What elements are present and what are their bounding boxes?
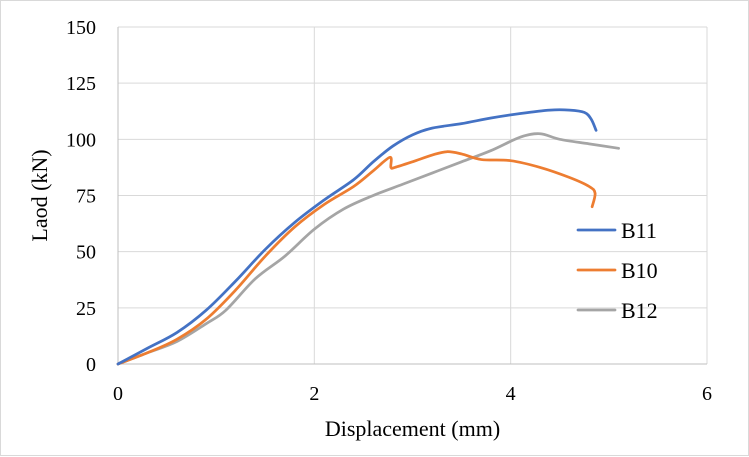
y-tick-label: 75 — [76, 186, 96, 208]
y-tick-label: 0 — [86, 354, 96, 376]
series-lines — [116, 108, 621, 366]
tick-labels: 0 25 50 75 100 125 150 0 2 4 6 — [66, 17, 712, 405]
legend: B11 B10 B12 — [576, 218, 658, 323]
legend-label-b12: B12 — [621, 298, 658, 323]
x-tick-label: 0 — [113, 383, 123, 405]
legend-label-b11: B11 — [621, 218, 657, 243]
gridlines — [118, 26, 708, 364]
y-tick-label: 150 — [66, 17, 96, 39]
series-line-b10 — [116, 150, 597, 366]
y-tick-label: 100 — [66, 129, 96, 151]
series-line-b11 — [116, 108, 598, 366]
y-tick-label: 125 — [66, 73, 96, 95]
legend-label-b10: B10 — [621, 258, 658, 283]
y-tick-label: 50 — [76, 242, 96, 264]
x-tick-label: 4 — [506, 383, 516, 405]
x-tick-label: 2 — [309, 383, 319, 405]
x-tick-label: 6 — [702, 383, 712, 405]
y-tick-label: 25 — [76, 298, 96, 320]
series-line-b12 — [116, 132, 621, 366]
x-axis-title: Displacement (mm) — [325, 416, 500, 441]
axes — [117, 27, 707, 365]
y-axis-title: Laod (kN) — [27, 149, 52, 241]
